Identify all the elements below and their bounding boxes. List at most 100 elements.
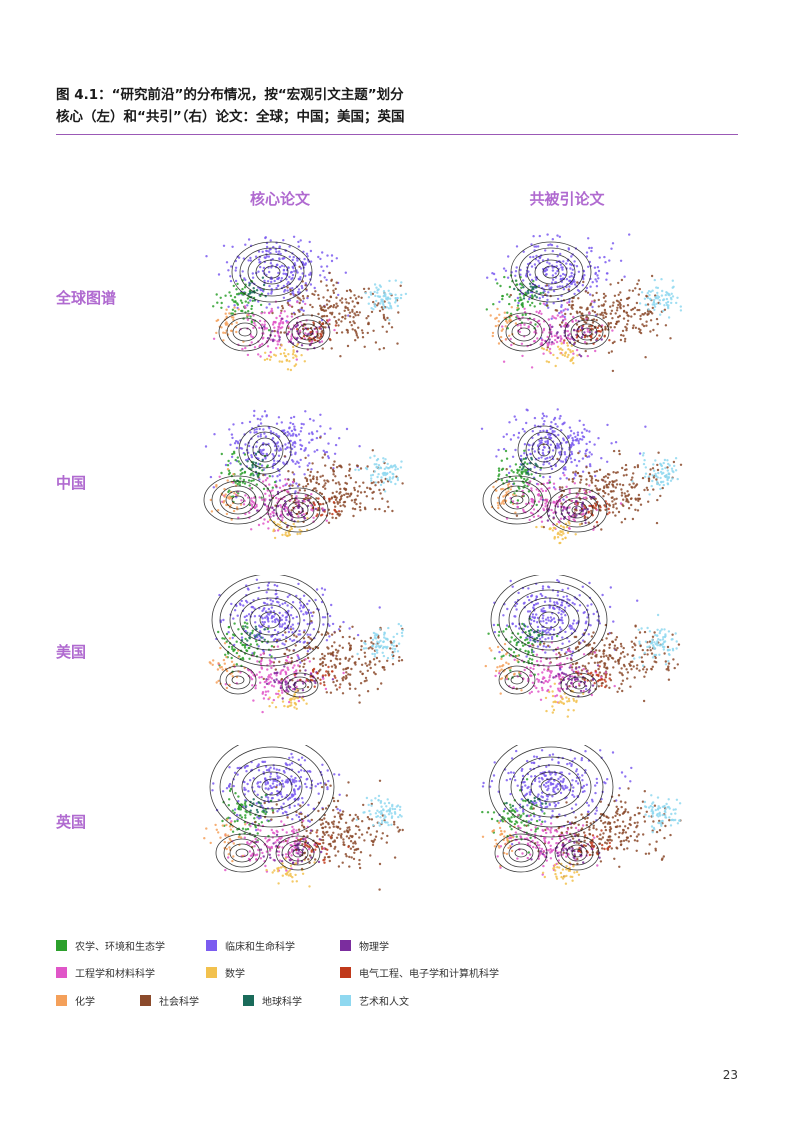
scatter-point xyxy=(564,322,568,325)
scatter-point xyxy=(357,326,360,329)
scatter-point xyxy=(401,629,404,632)
scatter-point xyxy=(316,672,319,675)
scatter-point xyxy=(225,686,229,690)
scatter-point xyxy=(323,453,327,456)
scatter-point xyxy=(359,491,363,494)
density-contour xyxy=(249,604,291,636)
scatter-point xyxy=(320,265,323,268)
scatter-point xyxy=(537,311,541,315)
scatter-point xyxy=(588,440,591,444)
scatter-point xyxy=(613,326,616,329)
scatter-point xyxy=(231,436,234,440)
scatter-point xyxy=(396,342,399,345)
scatter-point xyxy=(514,463,518,466)
scatter-point xyxy=(234,269,237,272)
scatter-point xyxy=(577,297,580,300)
scatter-point xyxy=(259,660,263,663)
scatter-point xyxy=(552,482,556,485)
scatter-point xyxy=(280,277,283,280)
scatter-point xyxy=(281,304,284,308)
scatter-point xyxy=(263,628,266,631)
scatter-point xyxy=(261,269,265,273)
scatter-point xyxy=(293,671,296,674)
scatter-point xyxy=(642,462,646,466)
scatter-point xyxy=(632,324,635,327)
scatter-point xyxy=(532,619,536,623)
scatter-point xyxy=(246,318,250,321)
scatter-point xyxy=(335,331,339,335)
scatter-point xyxy=(315,497,318,500)
scatter-point xyxy=(372,631,376,635)
series-points-4 xyxy=(535,520,582,545)
scatter-point xyxy=(572,362,575,365)
scatter-point xyxy=(564,318,567,321)
scatter-point xyxy=(604,300,607,303)
scatter-point xyxy=(560,628,563,631)
scatter-point xyxy=(314,598,317,602)
scatter-point xyxy=(614,441,618,444)
scatter-point xyxy=(576,493,580,496)
series-points-9 xyxy=(356,622,404,660)
scatter-point xyxy=(329,311,332,315)
scatter-point xyxy=(381,298,384,301)
row-header-usa: 美国 xyxy=(56,643,87,661)
scatter-point xyxy=(292,345,295,349)
scatter-point xyxy=(321,656,324,660)
scatter-point xyxy=(265,415,268,418)
scatter-point xyxy=(259,355,262,358)
scatter-point xyxy=(545,645,548,649)
scatter-point xyxy=(633,676,636,679)
scatter-point xyxy=(578,310,582,314)
scatter-point xyxy=(225,308,228,311)
scatter-point xyxy=(242,503,246,506)
scatter-point xyxy=(217,509,220,512)
scatter-point xyxy=(235,640,238,643)
scatter-point xyxy=(542,620,545,623)
scatter-point xyxy=(327,442,330,445)
scatter-point xyxy=(554,338,557,342)
scatter-point xyxy=(657,471,660,475)
scatter-point xyxy=(573,260,576,263)
scatter-point xyxy=(653,278,656,282)
scatter-point xyxy=(289,293,292,296)
scatter-point xyxy=(337,510,341,513)
scatter-point xyxy=(224,294,227,297)
scatter-point xyxy=(616,320,619,323)
scatter-point xyxy=(508,482,511,485)
scatter-point xyxy=(377,636,380,639)
scatter-point xyxy=(338,662,342,665)
scatter-point xyxy=(281,700,285,703)
scatter-point xyxy=(601,593,604,597)
scatter-point xyxy=(227,626,230,629)
scatter-point xyxy=(595,291,598,295)
scatter-point xyxy=(589,302,593,305)
scatter-point xyxy=(294,669,298,673)
scatter-point xyxy=(229,294,233,297)
scatter-point xyxy=(554,272,557,275)
scatter-point xyxy=(517,591,520,595)
scatter-point xyxy=(537,284,541,288)
scatter-point xyxy=(318,337,321,340)
scatter-point xyxy=(565,477,568,480)
scatter-point xyxy=(319,257,322,261)
density-contour xyxy=(570,319,604,345)
density-contour xyxy=(275,492,321,528)
scatter-point xyxy=(548,262,551,265)
scatter-point xyxy=(304,658,307,661)
scatter-point xyxy=(378,309,382,313)
scatter-point xyxy=(226,464,230,467)
scatter-point xyxy=(572,352,575,355)
scatter-point xyxy=(638,330,641,334)
density-contour xyxy=(293,680,307,690)
scatter-point xyxy=(567,248,571,251)
scatter-point xyxy=(365,495,368,498)
scatter-point xyxy=(329,659,333,663)
scatter-point xyxy=(389,305,393,308)
series-points-7 xyxy=(505,443,683,531)
scatter-point xyxy=(247,301,250,304)
scatter-point xyxy=(572,432,576,435)
scatter-point xyxy=(656,463,659,467)
scatter-point xyxy=(594,278,597,281)
scatter-point xyxy=(335,302,338,305)
scatter-point xyxy=(608,605,612,609)
